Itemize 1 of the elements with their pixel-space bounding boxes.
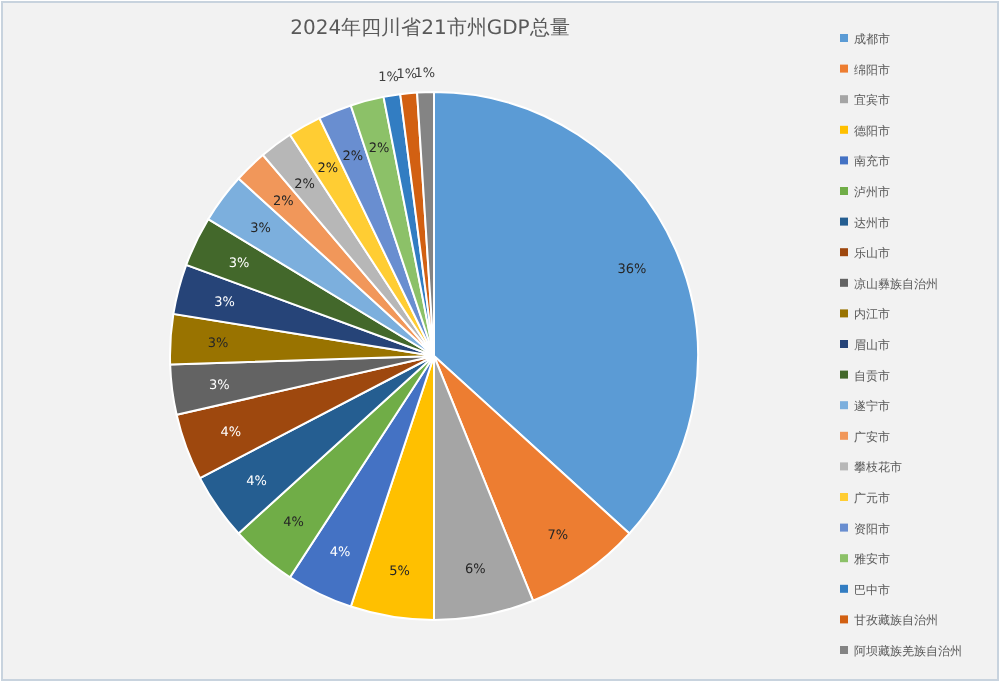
chart-title: 2024年四川省21市州GDP总量 (290, 16, 570, 40)
